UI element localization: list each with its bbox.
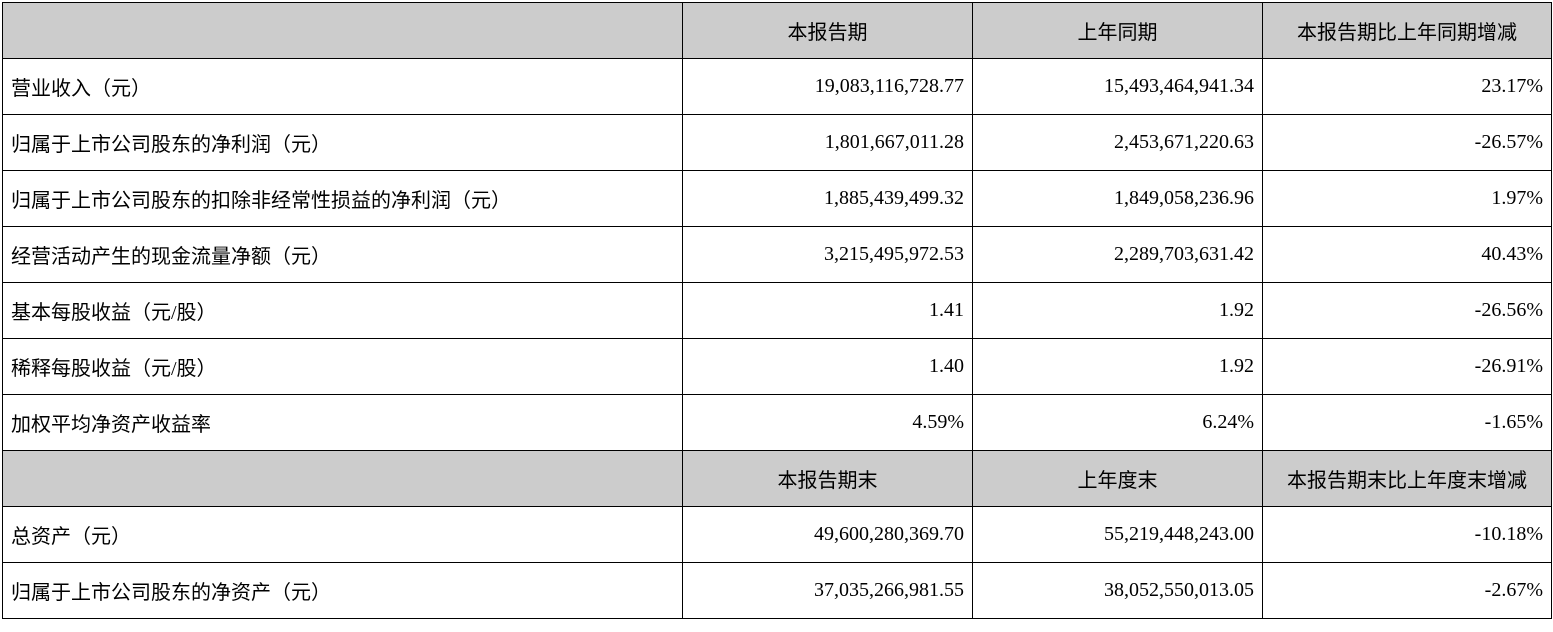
header-change-1: 本报告期比上年同期增减 <box>1263 3 1552 59</box>
row-change: -26.91% <box>1263 339 1552 395</box>
header-row-2: 本报告期末 上年度末 本报告期末比上年度末增减 <box>3 451 1552 507</box>
row-period1: 4.59% <box>683 395 973 451</box>
row-change: -2.67% <box>1263 563 1552 619</box>
row-change: 23.17% <box>1263 59 1552 115</box>
row-label: 加权平均净资产收益率 <box>3 395 683 451</box>
row-label: 总资产（元） <box>3 507 683 563</box>
row-period2: 1.92 <box>973 339 1263 395</box>
table-body: 本报告期 上年同期 本报告期比上年同期增减 营业收入（元） 19,083,116… <box>3 3 1552 619</box>
row-period1: 1.40 <box>683 339 973 395</box>
row-change: -26.57% <box>1263 115 1552 171</box>
row-period1: 19,083,116,728.77 <box>683 59 973 115</box>
table-row: 营业收入（元） 19,083,116,728.77 15,493,464,941… <box>3 59 1552 115</box>
table-row: 归属于上市公司股东的净资产（元） 37,035,266,981.55 38,05… <box>3 563 1552 619</box>
row-label: 归属于上市公司股东的净资产（元） <box>3 563 683 619</box>
header-period2-2: 上年度末 <box>973 451 1263 507</box>
row-period1: 1,885,439,499.32 <box>683 171 973 227</box>
row-label: 归属于上市公司股东的净利润（元） <box>3 115 683 171</box>
row-period2: 2,453,671,220.63 <box>973 115 1263 171</box>
row-period1: 3,215,495,972.53 <box>683 227 973 283</box>
row-change: -26.56% <box>1263 283 1552 339</box>
row-label: 归属于上市公司股东的扣除非经常性损益的净利润（元） <box>3 171 683 227</box>
table-row: 基本每股收益（元/股） 1.41 1.92 -26.56% <box>3 283 1552 339</box>
row-period2: 38,052,550,013.05 <box>973 563 1263 619</box>
row-label: 稀释每股收益（元/股） <box>3 339 683 395</box>
header-period1-1: 本报告期 <box>683 3 973 59</box>
row-period2: 15,493,464,941.34 <box>973 59 1263 115</box>
row-period2: 6.24% <box>973 395 1263 451</box>
table-row: 归属于上市公司股东的扣除非经常性损益的净利润（元） 1,885,439,499.… <box>3 171 1552 227</box>
row-period2: 55,219,448,243.00 <box>973 507 1263 563</box>
header-period2-1: 上年同期 <box>973 3 1263 59</box>
row-period1: 37,035,266,981.55 <box>683 563 973 619</box>
header-period1-2: 本报告期末 <box>683 451 973 507</box>
row-change: -1.65% <box>1263 395 1552 451</box>
row-period2: 1.92 <box>973 283 1263 339</box>
table-row: 总资产（元） 49,600,280,369.70 55,219,448,243.… <box>3 507 1552 563</box>
table-row: 经营活动产生的现金流量净额（元） 3,215,495,972.53 2,289,… <box>3 227 1552 283</box>
row-period1: 1,801,667,011.28 <box>683 115 973 171</box>
row-period2: 2,289,703,631.42 <box>973 227 1263 283</box>
header-label-1 <box>3 3 683 59</box>
header-label-2 <box>3 451 683 507</box>
row-period1: 1.41 <box>683 283 973 339</box>
row-change: 1.97% <box>1263 171 1552 227</box>
header-change-2: 本报告期末比上年度末增减 <box>1263 451 1552 507</box>
row-label: 营业收入（元） <box>3 59 683 115</box>
table-row: 归属于上市公司股东的净利润（元） 1,801,667,011.28 2,453,… <box>3 115 1552 171</box>
table-row: 稀释每股收益（元/股） 1.40 1.92 -26.91% <box>3 339 1552 395</box>
row-label: 经营活动产生的现金流量净额（元） <box>3 227 683 283</box>
financial-table: 本报告期 上年同期 本报告期比上年同期增减 营业收入（元） 19,083,116… <box>2 2 1552 619</box>
row-label: 基本每股收益（元/股） <box>3 283 683 339</box>
row-period2: 1,849,058,236.96 <box>973 171 1263 227</box>
row-change: -10.18% <box>1263 507 1552 563</box>
row-period1: 49,600,280,369.70 <box>683 507 973 563</box>
row-change: 40.43% <box>1263 227 1552 283</box>
table-row: 加权平均净资产收益率 4.59% 6.24% -1.65% <box>3 395 1552 451</box>
header-row-1: 本报告期 上年同期 本报告期比上年同期增减 <box>3 3 1552 59</box>
